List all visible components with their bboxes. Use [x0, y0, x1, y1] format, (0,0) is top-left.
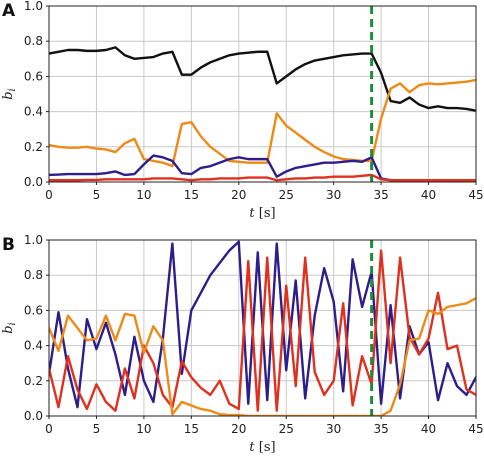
y-tick-label: 0.4 [24, 339, 43, 353]
y-tick-label: 0.2 [24, 140, 43, 154]
x-tick-label: 35 [373, 188, 388, 202]
x-axis-label: t [s] [249, 206, 275, 221]
x-tick-label: 5 [93, 188, 101, 202]
series-line-2 [49, 249, 476, 412]
x-tick-label: 25 [279, 188, 294, 202]
y-tick-label: 1.0 [24, 233, 43, 247]
axes-frame [48, 5, 477, 183]
y-tick-label: 1.0 [24, 0, 43, 13]
plot-area [49, 46, 476, 182]
series-line-1 [49, 46, 476, 112]
y-tick-label: 0.8 [24, 34, 43, 48]
panel-B: 0 5 10 15 20 25 30 35 40 45 0.0 0.2 0.4 0.6 0.8 1.0 t [s… [1, 233, 484, 455]
y-tick-label: 0.6 [24, 303, 43, 317]
panel-A: 0 5 10 15 20 25 30 35 40 45 0.0 0.2 0.4 0.6 0.8 1.0 t [s… [1, 0, 484, 221]
x-tick-label: 10 [136, 188, 151, 202]
y-tick-label: 0.2 [24, 374, 43, 388]
x-tick-label: 30 [326, 422, 341, 436]
x-tick-label: 40 [421, 188, 436, 202]
x-tick-label: 10 [136, 422, 151, 436]
x-tick-label: 0 [45, 422, 53, 436]
y-tick-label: 0.0 [24, 409, 43, 423]
x-tick-label: 20 [231, 422, 246, 436]
x-tick-label: 30 [326, 188, 341, 202]
x-tick-label: 20 [231, 188, 246, 202]
x-tick-label: 0 [45, 188, 53, 202]
series-line-4 [49, 173, 476, 182]
y-axis-label: bi [1, 322, 18, 334]
series-line-2 [49, 78, 476, 168]
x-tick-label: 25 [279, 422, 294, 436]
x-tick-label: 15 [184, 422, 199, 436]
x-axis-label: t [s] [249, 440, 275, 455]
panel-letter: A [2, 1, 16, 21]
x-tick-label: 15 [184, 188, 199, 202]
x-tick-label: 5 [93, 422, 101, 436]
y-tick-label: 0.6 [24, 69, 43, 83]
panel-letter: B [2, 235, 15, 255]
y-tick-label: 0.8 [24, 268, 43, 282]
x-tick-label: 45 [468, 188, 483, 202]
y-tick-label: 0.4 [24, 105, 43, 119]
axes-frame [48, 239, 477, 417]
series-line-3 [49, 296, 476, 416]
y-axis-label: bi [1, 88, 18, 100]
x-tick-label: 35 [373, 422, 388, 436]
y-tick-label: 0.0 [24, 175, 43, 189]
x-tick-label: 40 [421, 422, 436, 436]
x-tick-label: 45 [468, 422, 483, 436]
plot-area [49, 240, 476, 416]
